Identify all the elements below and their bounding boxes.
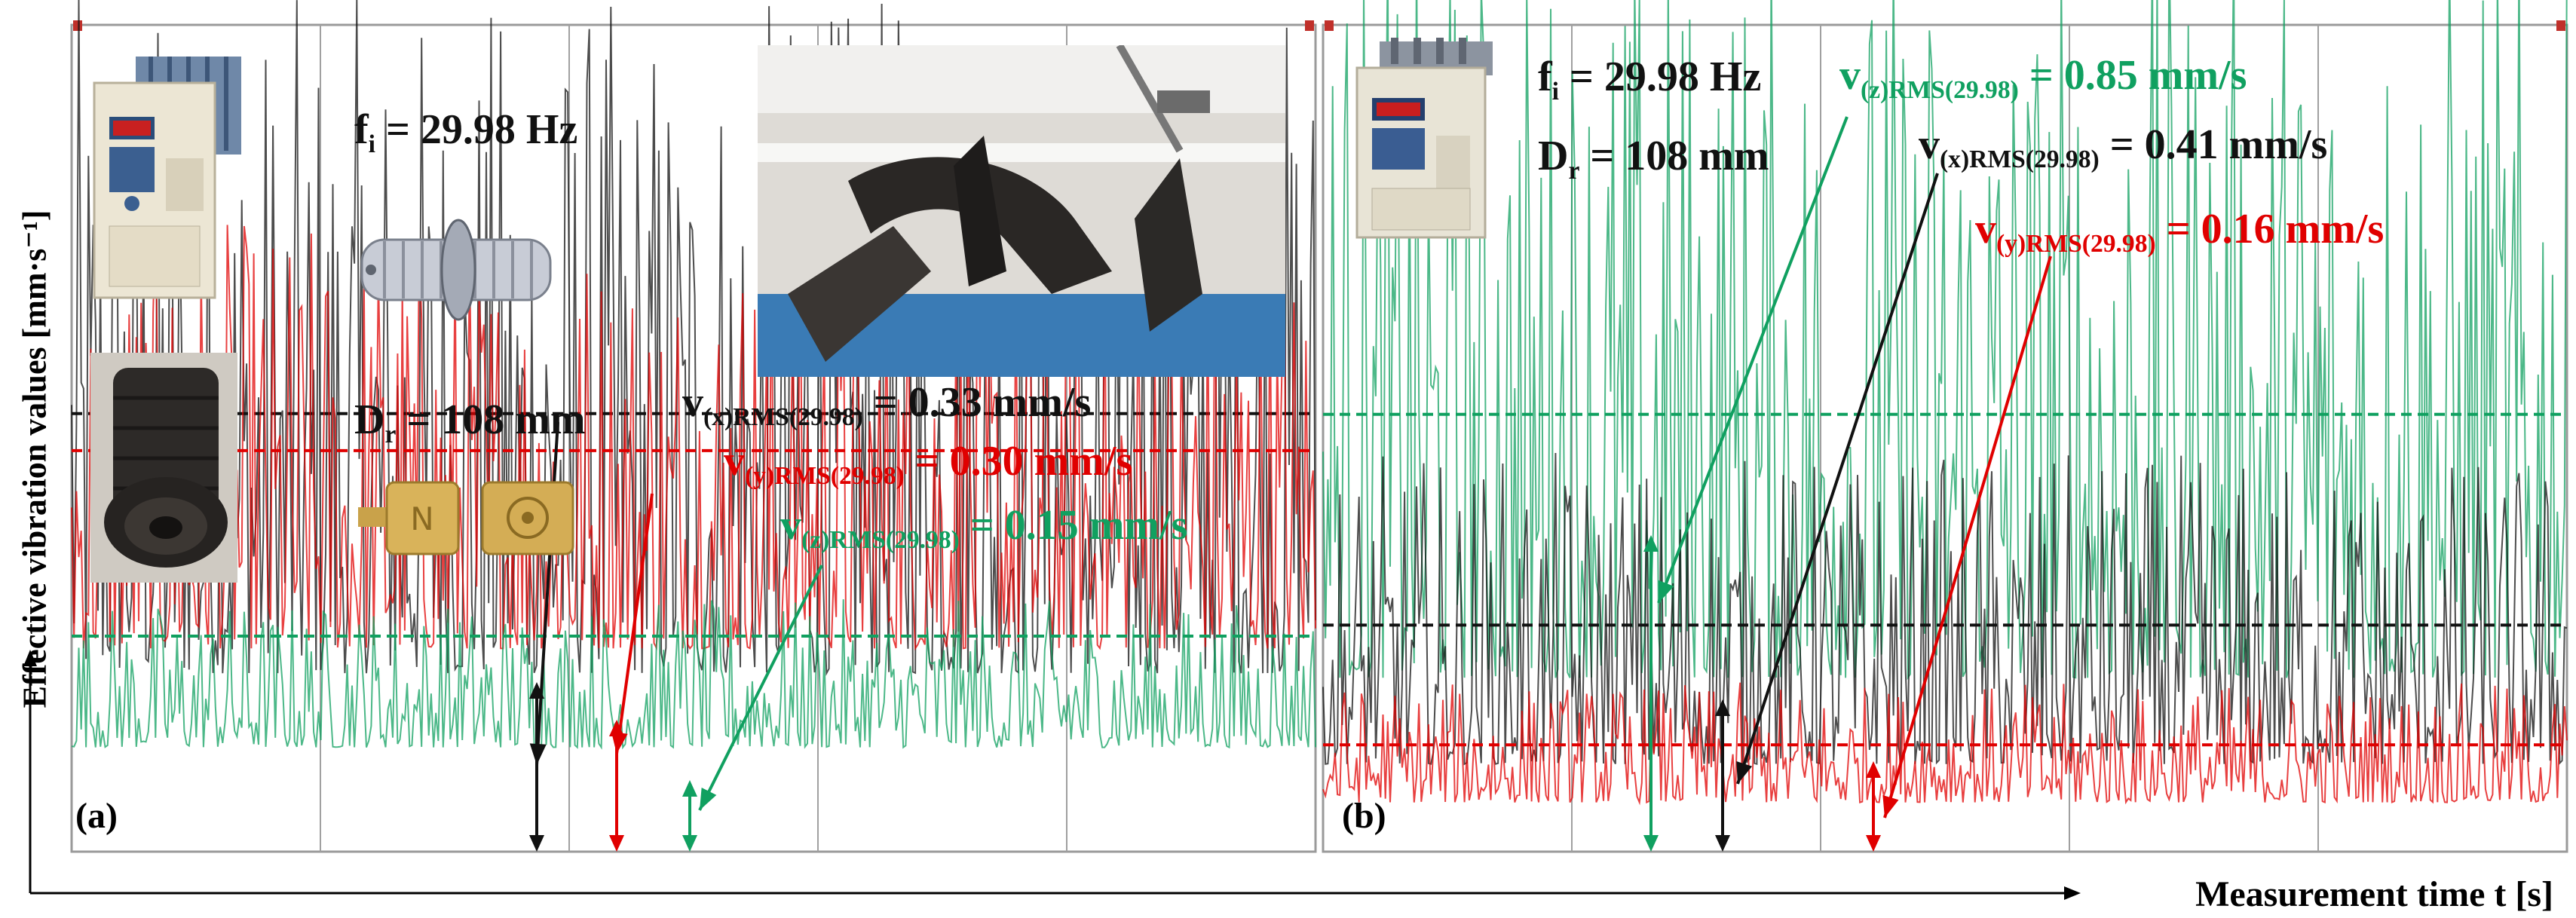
y-axis-label: Effective vibration values [mm·s⁻¹] [16, 210, 54, 708]
panel-a-vx-level-arrow-bottom [529, 835, 544, 852]
roller-photo [90, 353, 237, 583]
frequency-inverter-photo-b [1349, 38, 1500, 241]
panel-b-series-z-line [1322, 682, 2568, 806]
panel-b-vy-level-arrow-top [1866, 761, 1881, 778]
panel-a-vy-label: v(y)RMS(29.98) = 0.30 mm/s [724, 438, 1133, 490]
panel-a-letter: (a) [75, 796, 118, 836]
panel-a-series-z-line [71, 599, 1316, 750]
panel-a-vy-level-arrow-top [609, 720, 624, 736]
panel-b-vz-arrow-head [1658, 580, 1674, 603]
panel-b-vx-level-arrow-bottom [1715, 835, 1730, 852]
panel-a-vz-arrow [698, 565, 823, 811]
panel-b-frequency: fi = 29.98 Hz [1538, 54, 1762, 106]
y-axis-arrowhead [23, 650, 37, 666]
panel-b-vx-label: v(x)RMS(29.98) = 0.41 mm/s [1919, 121, 2328, 173]
panel-b-frame-marker-left [1325, 20, 1334, 31]
panel-b-vy-arrow-head [1882, 795, 1899, 818]
panel-b-frame [1322, 23, 2568, 853]
panel-a-vy-arrow [615, 493, 654, 754]
panel-a-frame-marker-right [1305, 20, 1314, 31]
roller-cad-model [354, 219, 558, 324]
panel-a-vz-arrow-head [700, 788, 717, 810]
panel-a-vx-arrow [535, 421, 559, 766]
panel-b-vx-arrow [1736, 173, 1939, 785]
panel-b-letter: (b) [1342, 796, 1386, 836]
panel-a-vz-label: v(z)RMS(29.98) = 0.15 mm/s [780, 502, 1188, 554]
panel-a-vz-level-arrow-top [682, 780, 697, 797]
panel-a-vx-label: v(x)RMS(29.98) = 0.33 mm/s [682, 379, 1092, 431]
panel-b-vz-label: v(z)RMS(29.98) = 0.85 mm/s [1839, 52, 2247, 104]
panel-b-series-x-line [1322, 0, 2568, 681]
panel-b-diameter: Dr = 108 mm [1538, 133, 1769, 185]
panel-a-diameter: Dr = 108 mm [354, 396, 586, 448]
x-axis-arrowhead [2064, 886, 2081, 900]
panel-a-vy-level-arrow-bottom [609, 835, 624, 852]
svg-text:N: N [410, 500, 433, 537]
panel-b-vx-level-arrow-top [1715, 699, 1730, 716]
panel-a-frequency: fi = 29.98 Hz [354, 106, 578, 158]
x-axis-label: Measurement time t [s] [2195, 874, 2553, 914]
panel-b-vz-arrow [1657, 116, 1849, 604]
panel-b-vz-level-arrow-top [1643, 535, 1659, 552]
panel-b-vx-arrow-head [1736, 760, 1753, 784]
panel-b-frame-marker-right [2556, 20, 2565, 31]
panel-b-vy-label: v(y)RMS(29.98) = 0.16 mm/s [1975, 206, 2385, 258]
panel-b-vz-level-arrow-bottom [1643, 835, 1659, 852]
accelerometer-sensors-photo: N [351, 471, 592, 562]
panel-a-frame-marker-left [73, 20, 82, 31]
frequency-inverter-photo [90, 53, 249, 301]
panel-a-vz-level-arrow-bottom [682, 835, 697, 852]
panel-a-vx-level-arrow-top [529, 682, 544, 699]
panel-a-series-y-line [71, 217, 1316, 651]
panel-b-vy-level-arrow-bottom [1866, 835, 1881, 852]
test-rig-photo [758, 45, 1285, 377]
panel-b-vy-arrow [1883, 256, 2052, 819]
